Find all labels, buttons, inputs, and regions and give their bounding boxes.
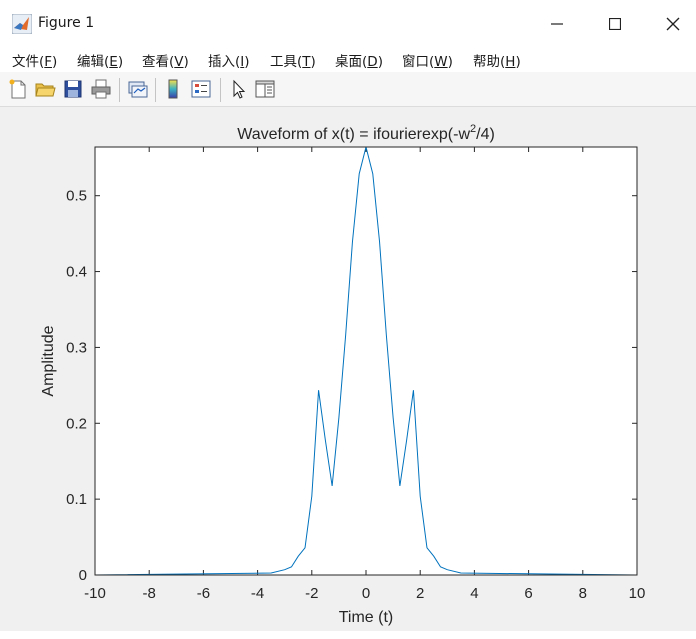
print-icon[interactable] — [90, 78, 112, 100]
close-icon — [666, 17, 680, 31]
x-tick-label: 8 — [579, 585, 587, 602]
menu-edit[interactable]: 编辑(E) — [77, 54, 124, 70]
figure-canvas: -10 -8 -6 -4 -2 0 2 4 6 8 10 0 0.1 0.2 0.3 0.4 0.5 Wavef… — [4, 107, 696, 631]
toolbar-separator — [155, 78, 156, 102]
tick-labels: -10 -8 -6 -4 -2 0 2 4 6 8 10 0 0.1 0.2 0.3 0.4 0.5 — [66, 188, 645, 602]
maximize-button[interactable] — [586, 0, 644, 48]
x-tick-label: -2 — [305, 585, 318, 602]
menu-insert[interactable]: 插入(I) — [208, 54, 250, 70]
x-tick-label: 10 — [629, 585, 646, 602]
menu-tools[interactable]: 工具(T) — [270, 54, 316, 70]
menu-help[interactable]: 帮助(H) — [473, 54, 521, 70]
x-tick-label: -4 — [251, 585, 264, 602]
toolbar-separator — [119, 78, 120, 102]
menu-file[interactable]: 文件(F) — [12, 54, 58, 70]
bottom-strip — [0, 631, 696, 639]
minimize-button[interactable] — [528, 0, 586, 48]
minimize-icon — [551, 23, 563, 25]
property-editor-icon[interactable] — [254, 78, 276, 100]
y-tick-label: 0.4 — [66, 264, 87, 281]
maximize-icon — [609, 18, 621, 30]
matlab-logo-icon — [12, 14, 32, 34]
legend-icon[interactable] — [190, 78, 212, 100]
y-tick-label: 0.2 — [66, 415, 87, 432]
y-tick-label: 0.3 — [66, 339, 87, 356]
chart-title: Waveform of x(t) = ifourierexp(-w2/4) — [237, 123, 495, 143]
y-tick-label: 0.5 — [66, 188, 87, 205]
axes-background — [95, 147, 637, 575]
plot-area: -10 -8 -6 -4 -2 0 2 4 6 8 10 0 0.1 0.2 0.3 0.4 0.5 Wavef… — [40, 123, 645, 626]
colorbar-icon[interactable] — [162, 78, 184, 100]
menu-desktop[interactable]: 桌面(D) — [335, 54, 383, 70]
x-tick-label: 4 — [470, 585, 478, 602]
x-tick-label: -6 — [197, 585, 210, 602]
axes-box — [94, 146, 638, 576]
save-icon[interactable] — [62, 78, 84, 100]
y-tick-label: 0 — [79, 567, 87, 584]
toolbar-separator — [220, 78, 221, 102]
window-title: Figure 1 — [38, 15, 95, 31]
x-tick-label: -8 — [143, 585, 156, 602]
x-tick-label: 2 — [416, 585, 424, 602]
title-bar: Figure 1 — [0, 0, 696, 48]
y-tick-label: 0.1 — [66, 491, 87, 508]
menu-view[interactable]: 查看(V) — [142, 54, 189, 70]
close-button[interactable] — [644, 0, 696, 48]
x-tick-label: 0 — [362, 585, 370, 602]
x-axis-label: Time (t) — [339, 609, 394, 626]
x-tick-label: -10 — [84, 585, 106, 602]
new-file-icon[interactable] — [7, 78, 29, 100]
x-tick-label: 6 — [524, 585, 532, 602]
menu-window[interactable]: 窗口(W) — [402, 54, 453, 70]
y-axis-label: Amplitude — [40, 325, 57, 396]
pointer-arrow-icon[interactable] — [228, 78, 250, 100]
figure-toolbar — [0, 72, 696, 107]
menu-bar: 文件(F) 编辑(E) 查看(V) 插入(I) 工具(T) 桌面(D) 窗口(W… — [0, 48, 696, 72]
link-plot-icon[interactable] — [126, 78, 148, 100]
open-folder-icon[interactable] — [34, 78, 56, 100]
